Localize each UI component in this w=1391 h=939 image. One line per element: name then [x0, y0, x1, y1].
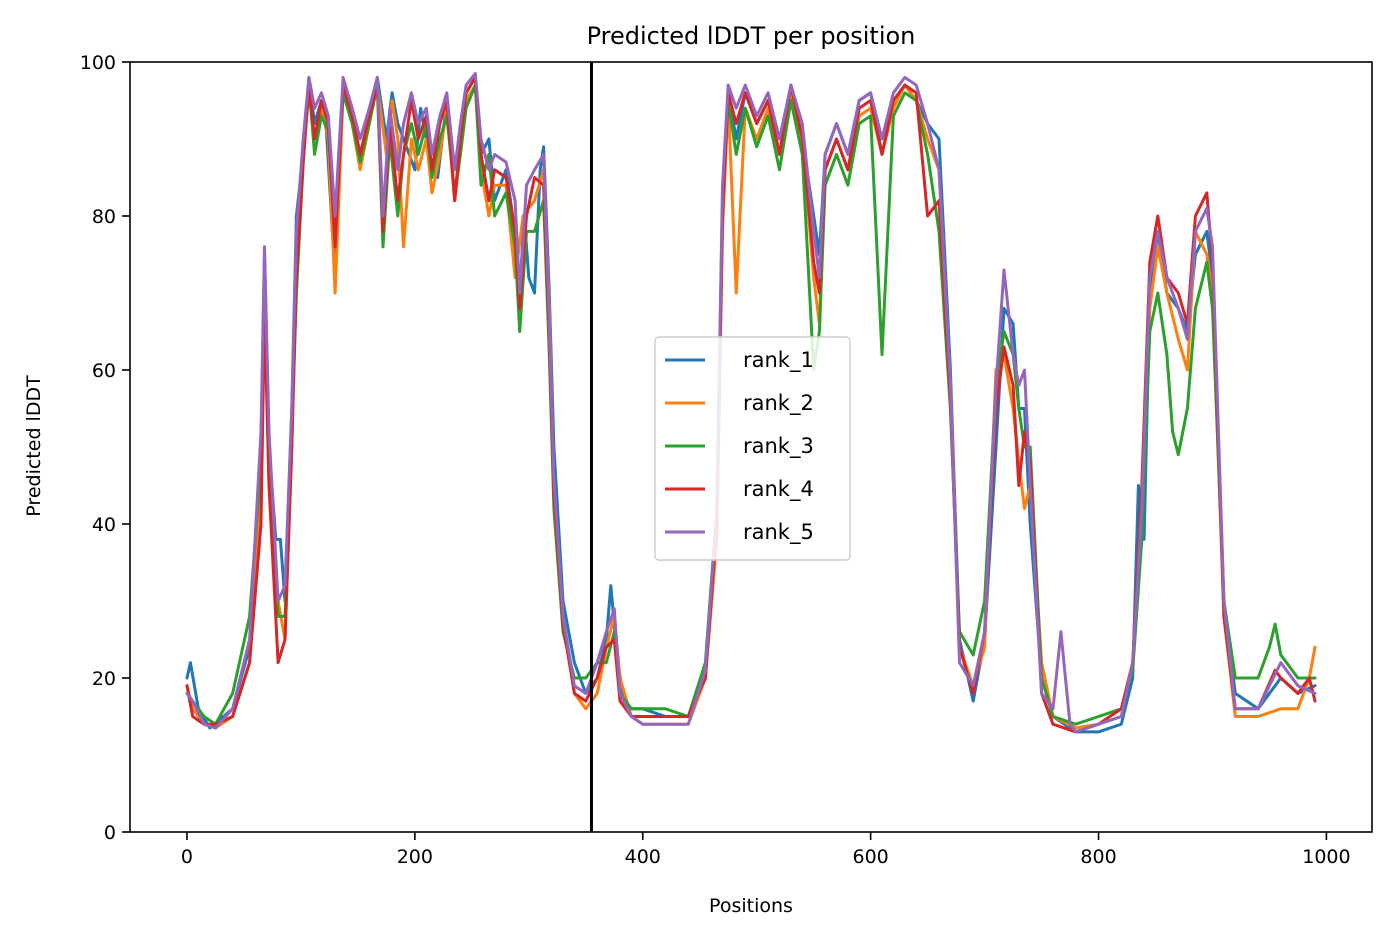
- legend-box: [654, 336, 851, 561]
- plot-frame: [129, 61, 1373, 833]
- x-tick-label: 800: [1080, 846, 1116, 868]
- x-tick-label: 1000: [1302, 846, 1350, 868]
- x-tick-label: 200: [397, 846, 433, 868]
- x-axis-label: Positions: [709, 895, 793, 917]
- y-tick-label: 0: [104, 822, 116, 844]
- y-axis-label: Predicted lDDT: [23, 375, 45, 517]
- plot-area: [185, 62, 1317, 832]
- legend-entry-label: rank_3: [743, 434, 814, 459]
- y-tick-label: 80: [92, 206, 116, 228]
- legend: rank_1 rank_2 rank_3 rank_4 rank_5: [654, 336, 851, 561]
- legend-entry-label: rank_5: [743, 520, 814, 545]
- x-tick-label: 600: [853, 846, 889, 868]
- x-tick-label: 0: [181, 846, 193, 868]
- y-tick-label: 60: [92, 360, 116, 382]
- series-line-rank-5: [185, 72, 1317, 734]
- y-tick-label: 20: [92, 668, 116, 690]
- legend-entry-label: rank_1: [743, 348, 814, 373]
- chart-title: Predicted lDDT per position: [587, 22, 916, 50]
- series-line-rank-3: [185, 83, 1317, 726]
- x-tick-label: 400: [625, 846, 661, 868]
- legend-entry-label: rank_2: [743, 391, 814, 416]
- legend-entry-label: rank_4: [743, 477, 814, 502]
- y-tick-label: 40: [92, 514, 116, 536]
- y-tick-label: 100: [80, 52, 116, 74]
